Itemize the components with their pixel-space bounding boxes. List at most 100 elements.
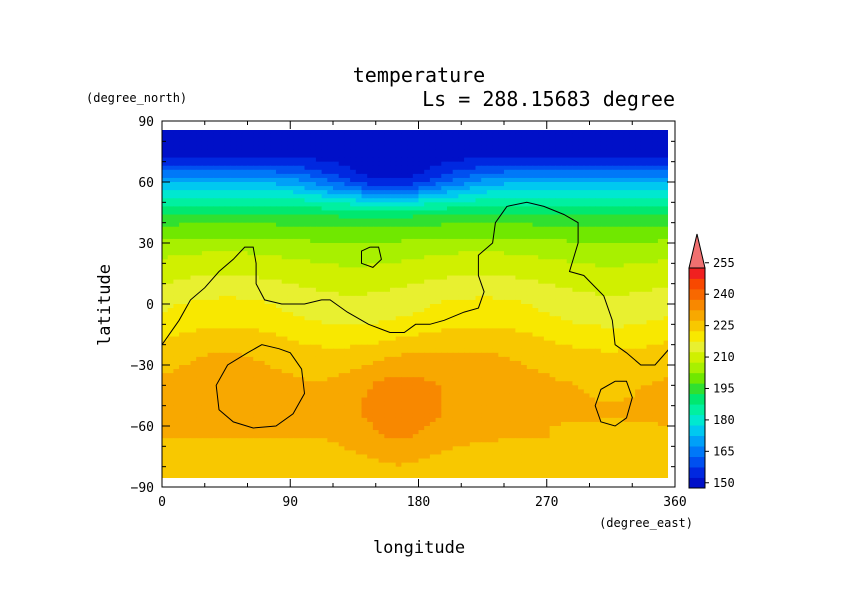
field-cell (179, 190, 186, 195)
field-cell (623, 157, 630, 163)
field-cell (435, 308, 442, 313)
field-cell (618, 247, 625, 252)
field-cell (612, 283, 619, 289)
field-cell (315, 316, 323, 321)
field-cell (606, 202, 613, 207)
field-cell (447, 320, 454, 325)
field-cell (447, 328, 454, 334)
field-cell (395, 238, 402, 244)
field-cell (333, 308, 340, 313)
field-cell (378, 133, 385, 138)
field-cell (162, 234, 169, 240)
field-cell (481, 247, 488, 252)
field-cell (407, 153, 414, 159)
field-cell (219, 149, 226, 155)
field-cell (498, 279, 505, 285)
field-cell (190, 316, 197, 321)
field-cell (167, 299, 174, 305)
field-cell (247, 328, 254, 334)
field-cell (224, 230, 231, 236)
field-cell (635, 202, 642, 207)
field-cell (390, 328, 397, 334)
field-cell (618, 125, 624, 130)
field-cell (498, 316, 505, 321)
field-cell (657, 291, 665, 297)
field-cell (652, 210, 659, 216)
field-cell (618, 218, 625, 224)
field-cell (213, 133, 220, 138)
field-cell (469, 214, 477, 220)
field-cell (429, 177, 437, 183)
field-cell (310, 312, 317, 317)
field-cell (464, 299, 471, 305)
field-cell (412, 230, 420, 236)
field-cell (492, 202, 499, 207)
field-cell (350, 308, 357, 313)
field-cell (583, 340, 591, 346)
field-cell (635, 157, 642, 163)
field-cell (509, 340, 516, 346)
field-cell (640, 255, 648, 260)
field-cell (304, 173, 311, 179)
field-cell (469, 186, 477, 191)
field-cell (515, 222, 522, 228)
field-cell (395, 202, 402, 207)
field-cell (327, 157, 334, 163)
field-cell (287, 255, 294, 260)
field-cell (623, 218, 630, 224)
field-cell (224, 271, 231, 277)
field-cell (418, 198, 425, 203)
field-cell (600, 194, 608, 199)
field-cell (412, 153, 420, 159)
field-cell (538, 328, 545, 334)
field-cell (441, 165, 448, 171)
field-cell (663, 299, 668, 305)
field-cell (304, 182, 311, 187)
field-cell (424, 243, 431, 248)
field-cell (561, 202, 568, 207)
field-cell (321, 344, 328, 350)
field-cell (378, 153, 385, 159)
field-cell (629, 161, 636, 167)
field-cell (583, 133, 591, 138)
field-cell (270, 133, 277, 138)
field-cell (657, 198, 665, 203)
field-cell (532, 336, 539, 342)
field-cell (247, 324, 254, 329)
field-cell (629, 316, 636, 321)
field-cell (236, 304, 243, 309)
field-cell (253, 210, 260, 216)
field-cell (253, 259, 260, 264)
field-cell (555, 230, 562, 236)
field-cell (492, 312, 499, 317)
field-cell (646, 279, 653, 285)
field-cell (458, 218, 465, 224)
field-cell (321, 222, 328, 228)
field-cell (623, 130, 630, 134)
field-cell (629, 149, 636, 155)
field-cell (338, 153, 345, 159)
field-cell (315, 177, 323, 183)
field-cell (526, 173, 534, 179)
field-cell (327, 238, 334, 244)
field-cell (612, 141, 619, 146)
field-cell (265, 121, 271, 126)
field-cell (390, 287, 397, 293)
field-cell (321, 336, 328, 342)
field-cell (532, 291, 539, 297)
field-cell (173, 320, 180, 325)
field-cell (612, 304, 619, 309)
field-cell (663, 295, 668, 301)
field-cell (555, 234, 562, 240)
field-cell (555, 125, 561, 130)
field-cell (652, 291, 659, 297)
field-cell (162, 165, 169, 171)
field-cell (167, 210, 174, 216)
field-cell (458, 324, 465, 329)
field-cell (384, 190, 391, 195)
field-cell (418, 214, 425, 220)
field-cell (663, 283, 668, 289)
field-cell (532, 165, 539, 171)
field-cell (521, 194, 528, 199)
field-cell (338, 157, 345, 163)
